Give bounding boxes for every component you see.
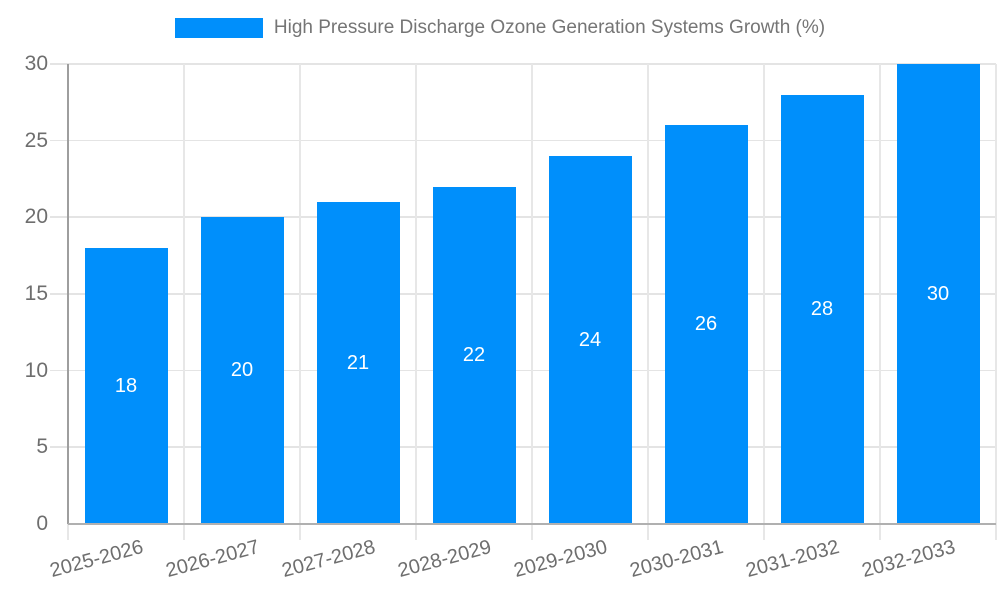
bar[interactable]: 28 xyxy=(780,94,864,524)
y-axis-line xyxy=(67,64,69,524)
legend-swatch[interactable] xyxy=(174,18,263,38)
gridline xyxy=(879,64,881,540)
bar[interactable]: 18 xyxy=(84,248,168,524)
y-axis-tick-label: 25 xyxy=(24,128,48,152)
bar[interactable]: 30 xyxy=(896,64,980,524)
y-axis-tick-label: 10 xyxy=(24,358,48,382)
gridline xyxy=(763,64,765,540)
bar-value-label: 26 xyxy=(694,313,718,336)
gridline xyxy=(299,64,301,540)
y-axis-tick-label: 15 xyxy=(24,282,48,305)
gridline xyxy=(50,369,996,372)
gridline xyxy=(50,63,996,65)
legend: High Pressure Discharge Ozone Generation… xyxy=(0,0,1000,56)
bar-value-label: 30 xyxy=(926,282,950,305)
bar-value-label: 18 xyxy=(114,374,138,397)
legend-label[interactable]: High Pressure Discharge Ozone Generation… xyxy=(273,17,826,38)
gridline xyxy=(50,446,996,448)
gridline xyxy=(183,64,185,540)
bar-value-label: 22 xyxy=(462,343,486,366)
bar[interactable]: 26 xyxy=(664,125,748,524)
y-axis-tick-label: 20 xyxy=(24,205,48,229)
bar[interactable]: 22 xyxy=(432,186,516,524)
bar-value-label: 21 xyxy=(346,351,370,374)
bar-value-label: 28 xyxy=(810,297,834,320)
gridline xyxy=(531,64,533,540)
gridline xyxy=(50,293,996,295)
gridline xyxy=(415,64,417,540)
x-axis-line xyxy=(68,523,996,525)
y-axis-tick-label: 5 xyxy=(36,435,48,459)
gridline xyxy=(50,216,996,218)
bar-value-label: 20 xyxy=(230,359,254,382)
plot-area: 0 5 10 15 20 25 30 18 2025-2026 20 2026-2027 21 2027… xyxy=(25,53,997,582)
bar[interactable]: 24 xyxy=(548,156,632,524)
bar[interactable]: 21 xyxy=(316,202,400,524)
gridline xyxy=(995,64,997,540)
y-axis-tick-label: 0 xyxy=(36,512,48,535)
bar-value-label: 24 xyxy=(578,328,602,351)
gridline xyxy=(50,139,996,142)
gridline xyxy=(647,64,649,540)
bar[interactable]: 20 xyxy=(200,217,284,524)
y-axis-tick-label: 30 xyxy=(24,52,48,75)
